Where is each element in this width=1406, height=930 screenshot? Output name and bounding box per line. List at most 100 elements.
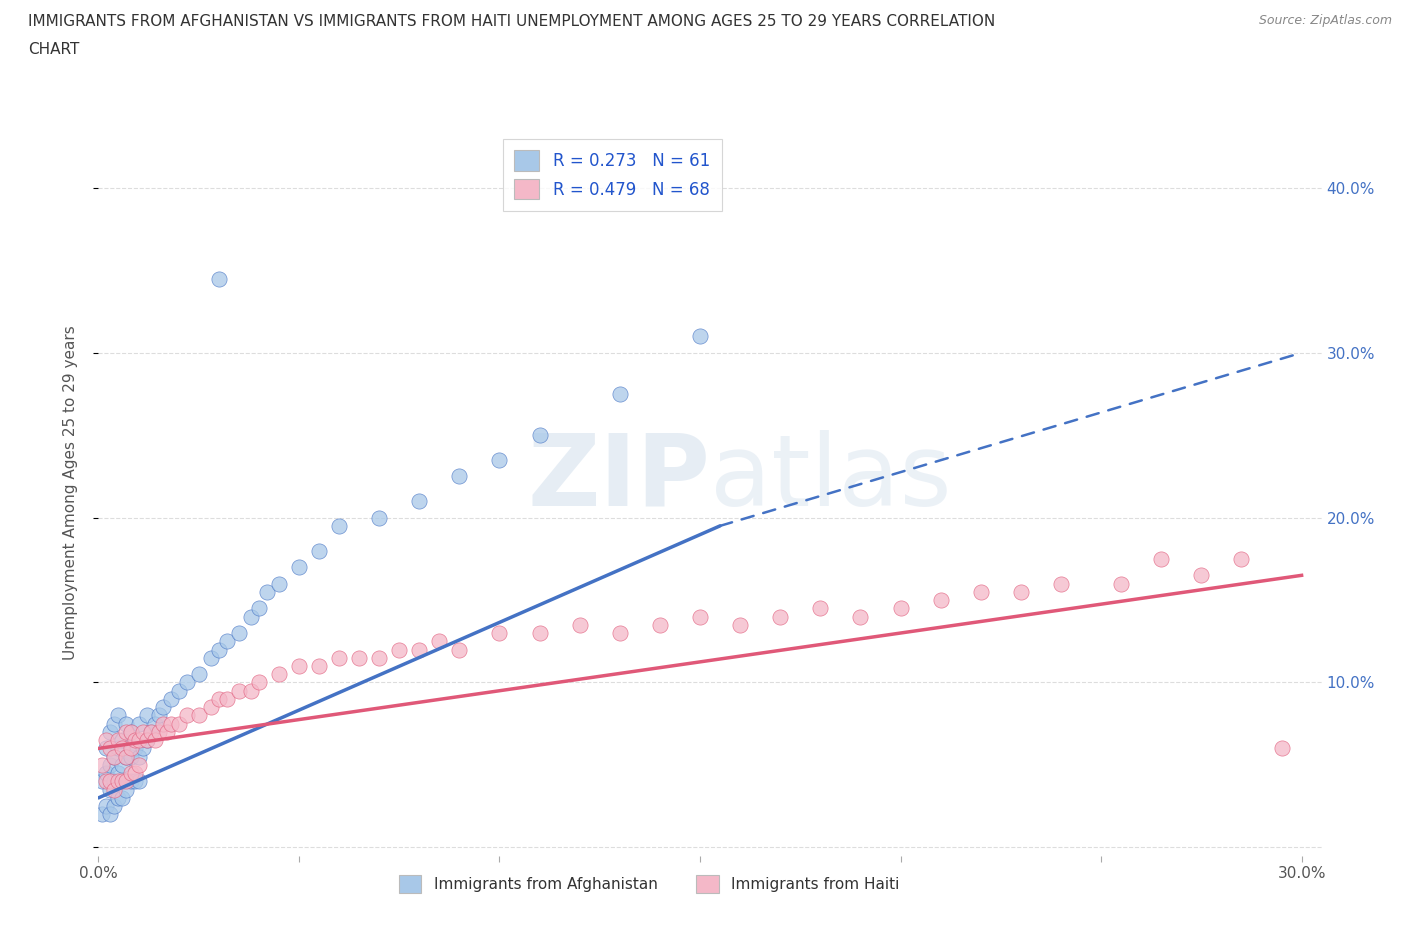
Point (107, 741, 129, 756)
Point (103, 774, 125, 789)
Point (96, 733, 118, 748)
Point (103, 782, 125, 797)
Point (107, 733, 129, 748)
Point (120, 741, 142, 756)
Point (808, 601, 831, 616)
Point (103, 750, 125, 764)
Point (215, 634, 238, 649)
Y-axis label: Unemployment Among Ages 25 to 29 years: Unemployment Among Ages 25 to 29 years (63, 326, 77, 660)
Point (131, 724, 153, 739)
Point (308, 658, 330, 673)
Point (239, 609, 262, 624)
Point (488, 453, 510, 468)
Point (609, 626, 631, 641)
Point (124, 733, 146, 748)
Point (849, 609, 872, 624)
Point (91, 774, 114, 789)
Point (200, 650, 222, 665)
Point (388, 642, 411, 657)
Point (103, 716, 125, 731)
Point (103, 750, 125, 764)
Point (120, 724, 142, 739)
Point (247, 675, 270, 690)
Point (143, 733, 166, 748)
Point (100, 757, 122, 772)
Point (328, 650, 350, 665)
Point (449, 642, 471, 657)
Point (120, 774, 142, 789)
Point (128, 750, 150, 764)
Point (200, 699, 222, 714)
Point (115, 750, 138, 764)
Point (769, 609, 792, 624)
Point (100, 774, 122, 789)
Point (648, 618, 671, 632)
Point (107, 790, 129, 805)
Point (120, 724, 142, 739)
Point (148, 708, 170, 723)
Point (1189, 568, 1212, 583)
Point (488, 626, 510, 641)
Point (449, 469, 471, 484)
Point (228, 684, 250, 698)
Point (159, 692, 181, 707)
Text: IMMIGRANTS FROM AFGHANISTAN VS IMMIGRANTS FROM HAITI UNEMPLOYMENT AMONG AGES 25 : IMMIGRANTS FROM AFGHANISTAN VS IMMIGRANT… (28, 14, 995, 29)
Point (107, 774, 129, 789)
Point (91, 807, 114, 822)
Point (131, 741, 153, 756)
Point (427, 634, 450, 649)
Point (100, 724, 122, 739)
Point (529, 428, 551, 443)
Point (167, 684, 190, 698)
Point (135, 708, 157, 723)
Point (155, 724, 177, 739)
Point (1270, 741, 1292, 756)
Point (609, 387, 631, 402)
Point (529, 626, 551, 641)
Point (408, 642, 430, 657)
Point (328, 518, 350, 533)
Point (111, 741, 134, 756)
Point (96, 741, 118, 756)
Point (96, 774, 118, 789)
Point (111, 733, 134, 748)
Point (139, 724, 162, 739)
Point (100, 807, 122, 822)
Point (128, 774, 150, 789)
Point (115, 774, 138, 789)
Point (256, 584, 278, 599)
Point (239, 684, 262, 698)
Point (143, 716, 166, 731)
Point (1050, 577, 1073, 591)
Point (128, 757, 150, 772)
Point (176, 675, 198, 690)
Text: Source: ZipAtlas.com: Source: ZipAtlas.com (1258, 14, 1392, 27)
Point (187, 667, 209, 682)
Point (308, 543, 330, 558)
Point (1150, 551, 1173, 566)
Point (124, 741, 146, 756)
Point (115, 750, 138, 764)
Point (107, 708, 129, 723)
Legend: Immigrants from Afghanistan, Immigrants from Haiti: Immigrants from Afghanistan, Immigrants … (389, 866, 908, 902)
Text: ZIP: ZIP (527, 430, 710, 527)
Point (1109, 577, 1132, 591)
Point (208, 692, 231, 707)
Point (152, 716, 174, 731)
Point (728, 618, 751, 632)
Point (152, 699, 174, 714)
Point (1230, 551, 1253, 566)
Point (368, 511, 391, 525)
Point (159, 716, 181, 731)
Point (208, 272, 231, 286)
Point (111, 757, 134, 772)
Point (103, 799, 125, 814)
Point (187, 708, 209, 723)
Point (139, 724, 162, 739)
Point (115, 782, 138, 797)
Point (970, 584, 993, 599)
Point (111, 790, 134, 805)
Point (107, 765, 129, 780)
Point (368, 650, 391, 665)
Point (288, 560, 311, 575)
